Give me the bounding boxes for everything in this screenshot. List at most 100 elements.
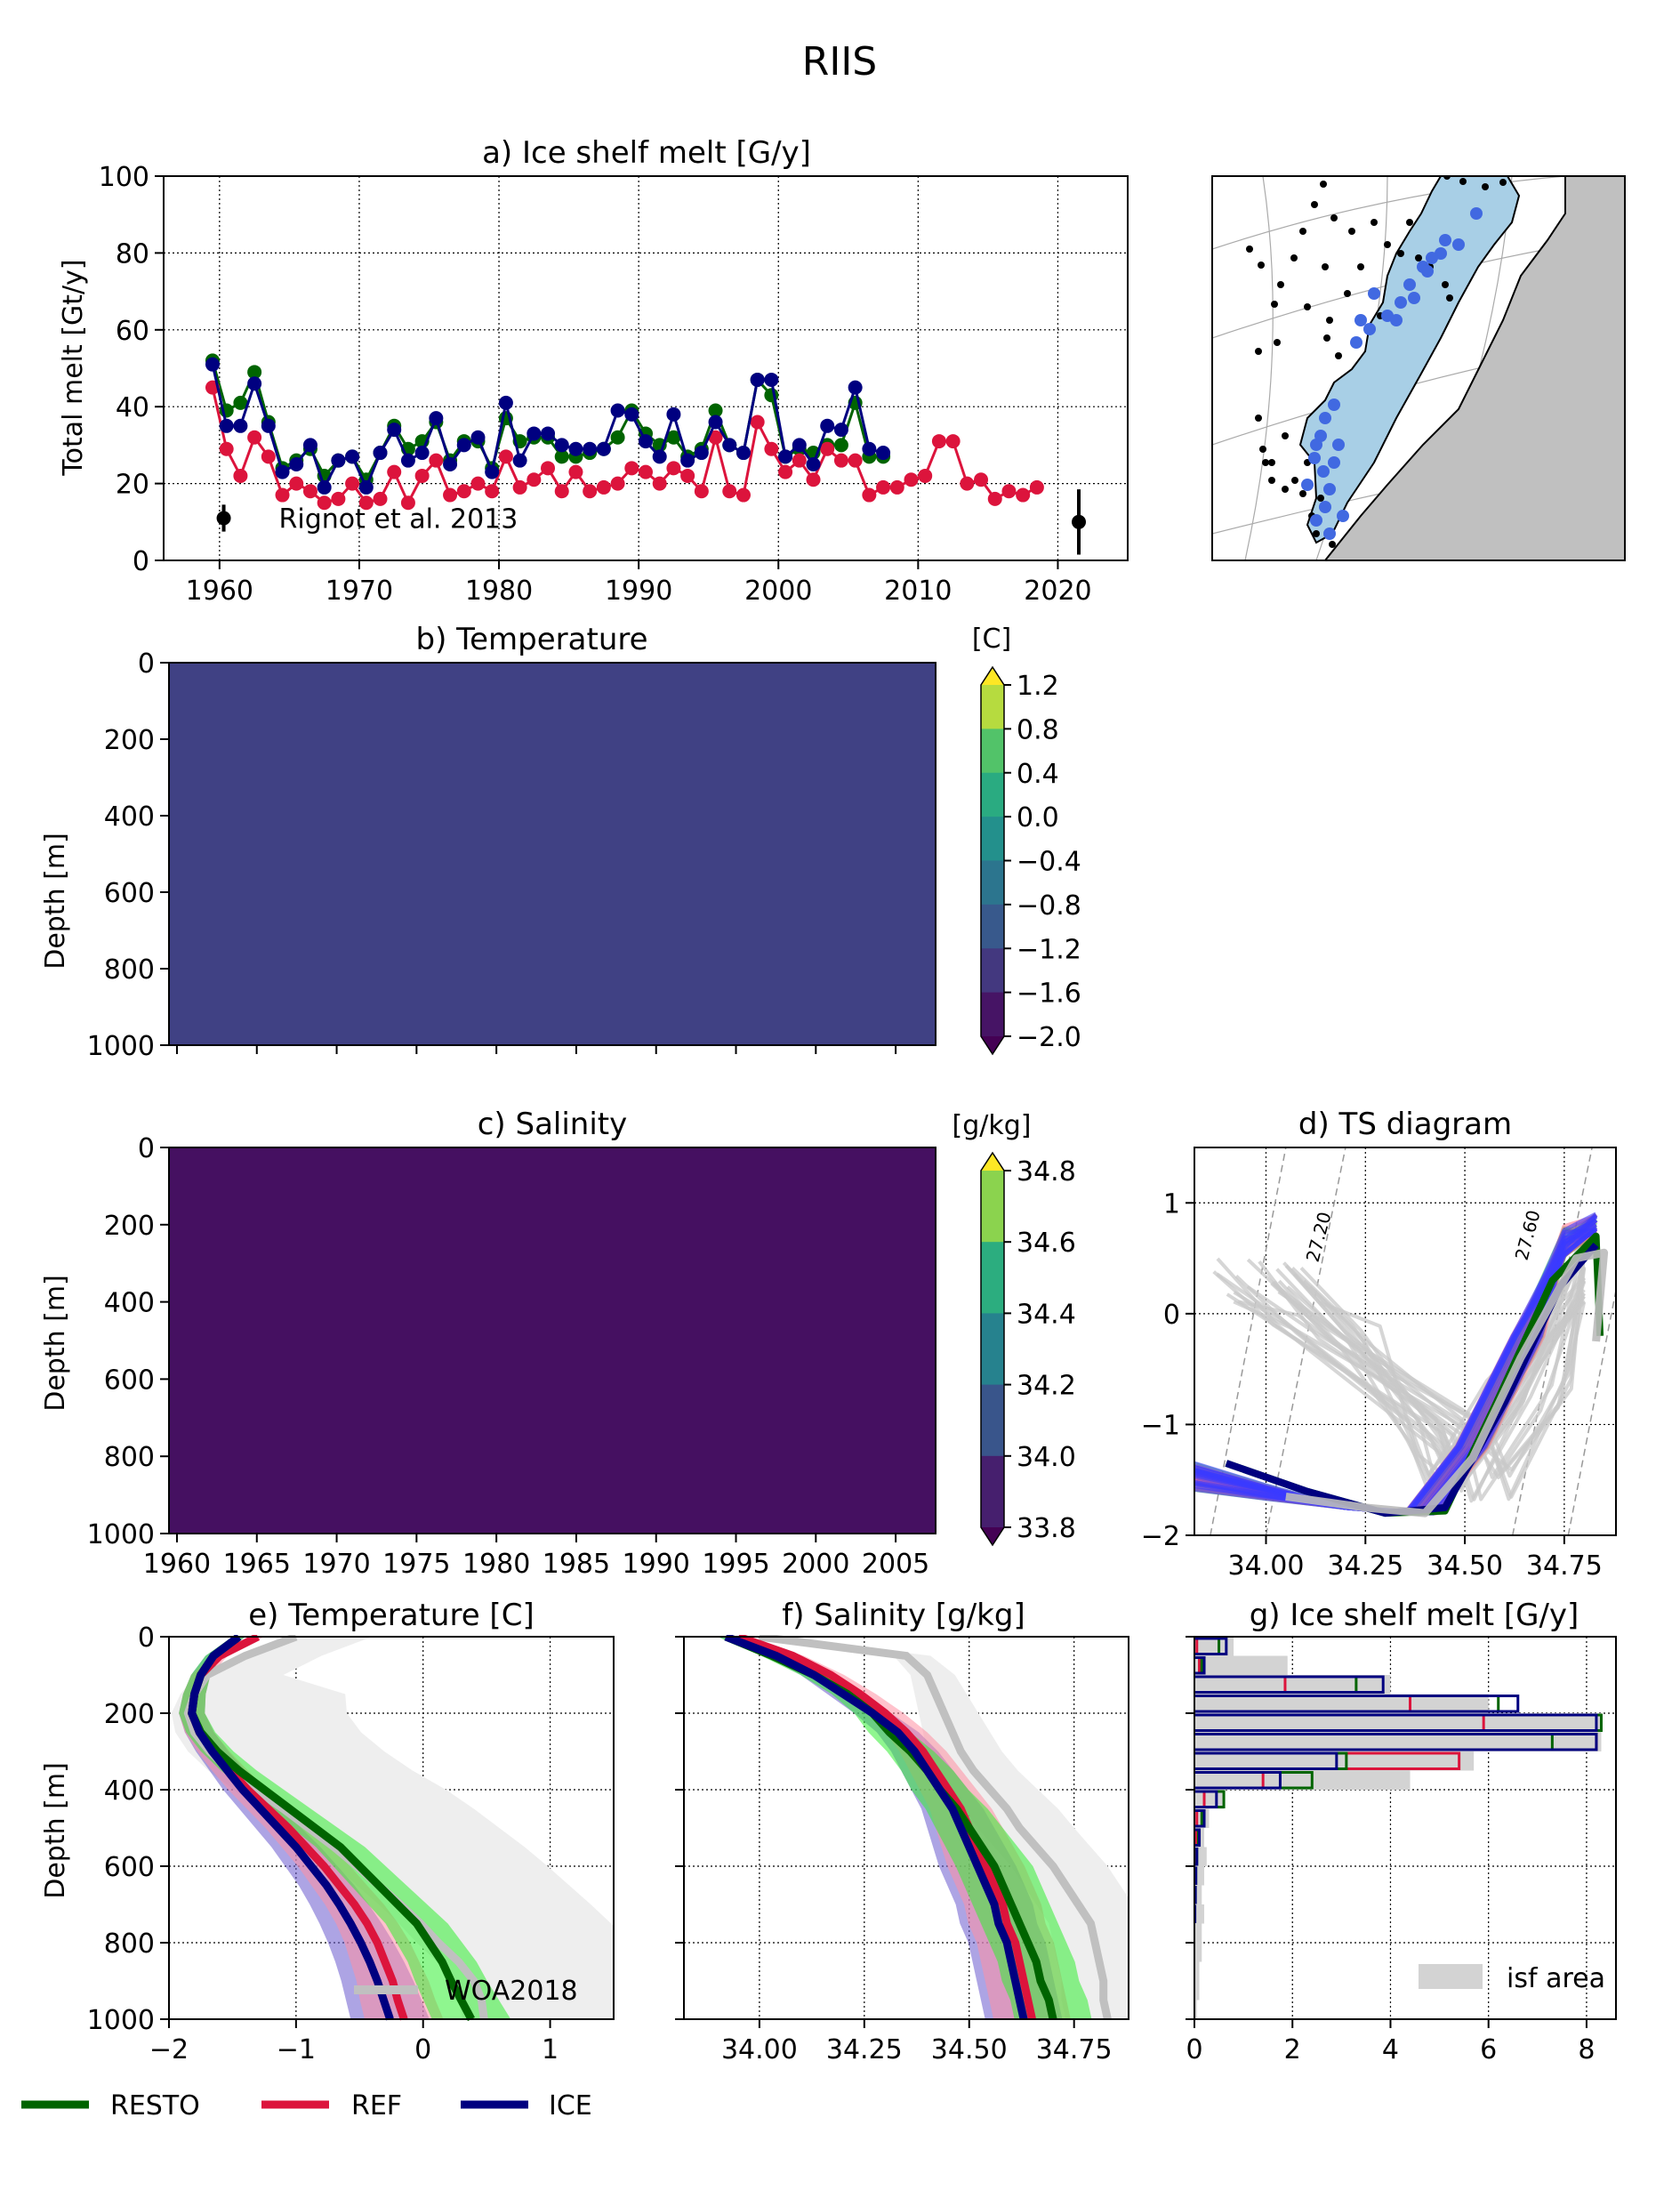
a-point-ref bbox=[317, 495, 332, 511]
a-point-ref bbox=[848, 453, 863, 468]
profile-ytick-label: 0 bbox=[138, 1622, 155, 1654]
panel-d-ticks: 34.00 34.25 34.50 34.75 1 0 −1 −2 bbox=[1141, 1188, 1603, 1582]
a-point-resto bbox=[833, 438, 848, 453]
panel-d-ts-curves bbox=[1194, 1212, 1609, 1518]
colorbar-tick-label: −1.2 bbox=[1017, 934, 1081, 965]
a-point-ref bbox=[624, 461, 639, 476]
colorbar-tick-label: 0.0 bbox=[1017, 802, 1059, 833]
a-point-ref bbox=[373, 491, 388, 506]
a-point-ice bbox=[596, 441, 611, 456]
map-blue-dot bbox=[1323, 483, 1336, 495]
a-point-ice bbox=[261, 418, 276, 433]
a-point-ref bbox=[219, 441, 234, 456]
obs-label: Rignot et al. 2013 bbox=[279, 503, 518, 535]
ts-woa bbox=[1285, 1248, 1609, 1518]
map-black-dot bbox=[1323, 334, 1330, 342]
colorbar-segment bbox=[981, 772, 1004, 817]
isf-area-legend-label: isf area bbox=[1507, 1963, 1605, 1994]
a-point-resto bbox=[554, 449, 569, 464]
profile-ytick-label: 400 bbox=[104, 1775, 155, 1807]
profile-ytick-label: 200 bbox=[104, 1699, 155, 1730]
panel-e-temperature-profile: e) Temperature [C] Depth [m] −2 −1 0 1 0 200 4… bbox=[40, 1598, 615, 2065]
colorbar-segment bbox=[981, 729, 1004, 774]
a-ytick-label: 20 bbox=[116, 470, 149, 501]
colorbar-segment bbox=[981, 1455, 1004, 1528]
map-black-dot bbox=[1330, 214, 1338, 221]
map-black-dot bbox=[1282, 486, 1289, 493]
map-blue-dot bbox=[1421, 265, 1434, 278]
colorbar-tick-label: 33.8 bbox=[1017, 1513, 1076, 1544]
a-point-ref bbox=[261, 449, 276, 464]
a-point-ref bbox=[275, 487, 290, 503]
panel-b-colorbar: 1.2 0.8 0.4 0.0 −0.4 −0.8 −1.2 −1.6 −2.0 bbox=[980, 665, 1081, 1056]
melt-step-ice bbox=[1194, 1848, 1199, 1866]
map-blue-dot bbox=[1328, 456, 1340, 469]
a-point-ice bbox=[583, 441, 598, 456]
d-ytick-label: −1 bbox=[1141, 1410, 1180, 1441]
profile-xtick-label: 34.50 bbox=[931, 2034, 1008, 2065]
g-xtick-label: 8 bbox=[1578, 2034, 1595, 2065]
a-point-ref bbox=[302, 484, 318, 499]
melt-step-ice bbox=[1194, 1790, 1218, 1808]
c-xtick-label: 1985 bbox=[543, 1549, 610, 1580]
a-point-ice bbox=[512, 453, 527, 468]
legend-label-ice: ICE bbox=[549, 2090, 592, 2121]
map-black-dot bbox=[1406, 219, 1413, 226]
a-point-ref bbox=[708, 430, 723, 445]
panel-c-salinity-section: c) Salinity Depth [m] 020040060080010001… bbox=[40, 1107, 1076, 1580]
map-blue-dot bbox=[1363, 323, 1376, 335]
a-point-ref bbox=[820, 441, 835, 456]
a-xtick-label: 1990 bbox=[605, 576, 672, 607]
map-black-dot bbox=[1329, 541, 1336, 548]
map-blue-dot bbox=[1354, 314, 1367, 326]
map-black-dot bbox=[1320, 181, 1327, 188]
contour-band bbox=[169, 1147, 936, 1534]
map-blue-dot bbox=[1310, 439, 1322, 451]
panel-b-contour-field bbox=[169, 663, 936, 1045]
a-point-ice bbox=[470, 430, 486, 445]
panel-b-temperature-section: b) Temperature Depth [m] 0 200 400 600 800 10… bbox=[40, 622, 1081, 1062]
isf-area-bar bbox=[1194, 1904, 1205, 1924]
d-ytick-label: −2 bbox=[1141, 1521, 1180, 1552]
c-xtick-label: 2000 bbox=[782, 1549, 849, 1580]
a-point-ice bbox=[666, 407, 681, 422]
map-black-dot bbox=[1397, 250, 1404, 257]
contour-band bbox=[169, 663, 936, 1045]
profile-ytick-label: 1000 bbox=[87, 2005, 155, 2036]
a-point-ref bbox=[918, 468, 933, 483]
a-point-ice bbox=[764, 372, 779, 387]
a-point-ref bbox=[498, 449, 513, 464]
a-point-ice bbox=[317, 479, 332, 495]
panel-d-title: d) TS diagram bbox=[1298, 1107, 1512, 1142]
a-point-ref bbox=[1016, 487, 1031, 503]
isopycnal-line bbox=[1567, 1286, 1616, 1536]
a-point-ref bbox=[387, 464, 402, 479]
profile-ytick-label: 800 bbox=[104, 1928, 155, 1960]
panel-g-title: g) Ice shelf melt [G/y] bbox=[1250, 1598, 1580, 1633]
legend-label-ref: REF bbox=[351, 2090, 402, 2121]
a-point-ice bbox=[876, 446, 891, 461]
ytick-label: 800 bbox=[104, 1442, 155, 1473]
panel-f-profiles bbox=[717, 1635, 1129, 2020]
melt-step-ice bbox=[1194, 1637, 1228, 1655]
a-point-resto bbox=[708, 403, 723, 418]
a-point-resto bbox=[247, 365, 262, 380]
profile-xtick-label: 0 bbox=[414, 2034, 431, 2065]
panel-c-contour-field bbox=[169, 1147, 936, 1534]
panel-f-frame bbox=[683, 1636, 1129, 2020]
a-point-ice bbox=[429, 411, 444, 426]
map-black-dot bbox=[1371, 219, 1378, 226]
map-blue-dot bbox=[1301, 479, 1314, 491]
c-xtick-label: 1990 bbox=[623, 1549, 690, 1580]
map-blue-dot bbox=[1319, 412, 1331, 424]
a-point-ice bbox=[778, 449, 793, 464]
a-xtick-label: 2020 bbox=[1024, 576, 1091, 607]
isf-area-legend-swatch bbox=[1419, 1964, 1483, 1989]
colorbar-segment bbox=[981, 904, 1004, 949]
a-point-ref bbox=[666, 461, 681, 476]
colorbar-segment bbox=[981, 948, 1004, 994]
panel-a-melt-timeseries: a) Ice shelf melt [G/y] Total melt [Gt/y… bbox=[58, 135, 1129, 607]
a-point-ice bbox=[862, 441, 877, 456]
